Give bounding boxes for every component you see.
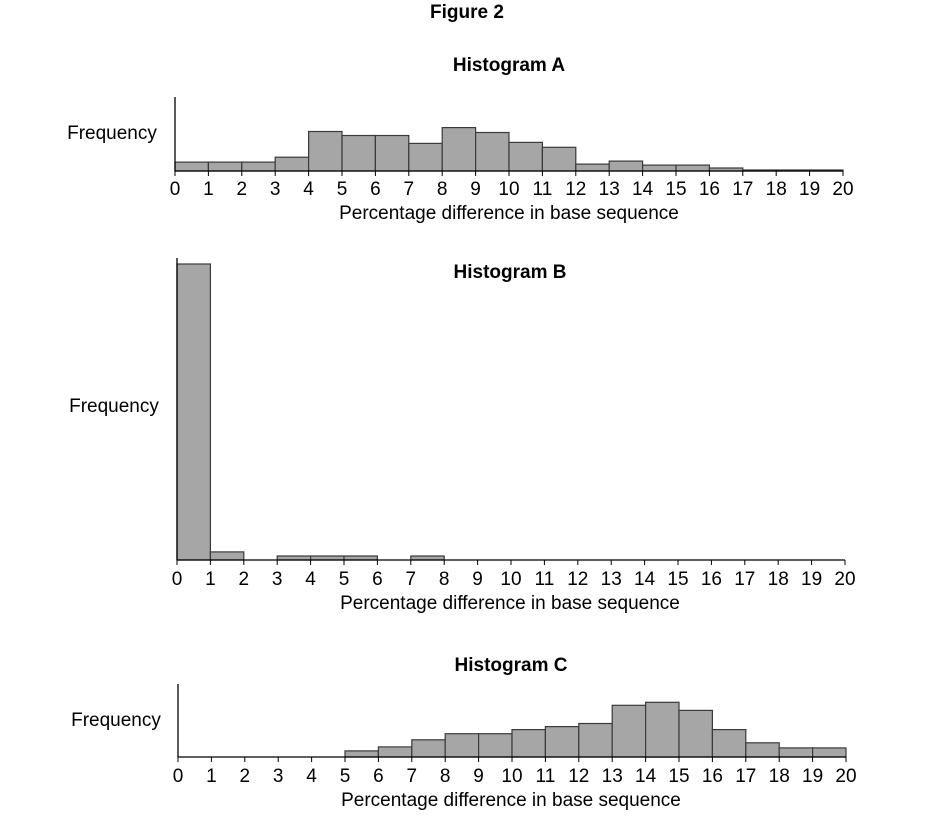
histogram-bar xyxy=(644,701,680,758)
histogram-bar xyxy=(478,733,513,758)
x-tick-label: 18 xyxy=(769,766,790,787)
x-tick-label: 11 xyxy=(533,179,553,200)
x-tick-label: 14 xyxy=(634,569,656,590)
x-tick-label: 4 xyxy=(305,569,316,590)
histogram-bar xyxy=(411,739,446,758)
x-tick-label: 19 xyxy=(802,766,823,787)
x-tick-label: 0 xyxy=(172,569,183,590)
x-tick-label: 18 xyxy=(766,179,787,200)
x-tick-label: 6 xyxy=(373,766,384,787)
x-tick-label: 17 xyxy=(732,179,753,200)
x-tick-label: 16 xyxy=(701,569,722,590)
x-tick-label: 2 xyxy=(237,179,248,200)
x-tick-label: 10 xyxy=(501,766,522,787)
x-tick-label: 16 xyxy=(699,179,720,200)
x-tick-label: 5 xyxy=(337,179,348,200)
x-tick-label: 6 xyxy=(370,179,381,200)
x-tick-label: 9 xyxy=(472,569,483,590)
x-tick-label: 7 xyxy=(406,569,417,590)
x-tick-label: 12 xyxy=(568,766,589,787)
x-tick-label: 5 xyxy=(340,766,351,787)
histogram-bar xyxy=(544,725,580,758)
y-axis-label: Frequency xyxy=(71,710,161,731)
x-axis-label: Percentage difference in base sequence xyxy=(340,593,680,614)
chart-title: Histogram A xyxy=(453,55,566,76)
x-tick-label: 15 xyxy=(668,766,689,787)
histogram-bar xyxy=(444,733,480,758)
x-axis-label: Percentage difference in base sequence xyxy=(339,203,679,224)
chart-title: Histogram C xyxy=(455,655,568,676)
x-tick-label: 18 xyxy=(768,569,789,590)
x-tick-label: 1 xyxy=(205,569,216,590)
x-tick-label: 8 xyxy=(439,569,450,590)
x-axis-label: Percentage difference in base sequence xyxy=(341,790,681,811)
x-tick-label: 19 xyxy=(801,569,822,590)
x-tick-label: 13 xyxy=(599,179,620,200)
x-tick-label: 1 xyxy=(206,766,217,787)
x-tick-label: 3 xyxy=(270,179,281,200)
x-tick-label: 19 xyxy=(799,179,820,200)
histogram-bar xyxy=(778,747,814,758)
x-tick-label: 3 xyxy=(273,766,284,787)
x-tick-label: 12 xyxy=(565,179,586,200)
x-tick-label: 12 xyxy=(567,569,588,590)
x-tick-label: 5 xyxy=(339,569,350,590)
histogram-bar xyxy=(511,728,547,758)
histogram-bar xyxy=(578,722,613,758)
x-tick-label: 10 xyxy=(498,179,519,200)
x-tick-label: 17 xyxy=(734,569,755,590)
x-tick-label: 8 xyxy=(437,179,448,200)
x-tick-label: 20 xyxy=(835,766,856,787)
x-tick-label: 10 xyxy=(500,569,521,590)
histogram-bar xyxy=(374,134,410,172)
histogram-bar xyxy=(678,709,714,758)
histogram-bar xyxy=(811,747,847,758)
histogram-bar xyxy=(611,704,647,758)
histogram-bar xyxy=(745,742,780,758)
histogram-bar xyxy=(711,728,747,758)
x-tick-label: 17 xyxy=(735,766,756,787)
x-tick-label: 13 xyxy=(601,569,622,590)
x-tick-label: 0 xyxy=(170,179,181,200)
y-axis-label: Frequency xyxy=(67,123,157,144)
x-tick-label: 7 xyxy=(404,179,415,200)
x-tick-label: 16 xyxy=(702,766,723,787)
x-tick-label: 13 xyxy=(602,766,623,787)
x-tick-label: 1 xyxy=(203,179,214,200)
x-tick-label: 15 xyxy=(665,179,686,200)
x-tick-label: 14 xyxy=(635,766,657,787)
x-tick-label: 3 xyxy=(272,569,283,590)
x-tick-label: 20 xyxy=(834,569,855,590)
x-tick-label: 4 xyxy=(303,179,314,200)
figure-title: Figure 2 xyxy=(430,2,504,23)
histogram-bar xyxy=(344,750,380,758)
x-tick-label: 15 xyxy=(667,569,688,590)
x-tick-label: 4 xyxy=(306,766,317,787)
y-axis-label: Frequency xyxy=(69,396,159,417)
x-tick-label: 2 xyxy=(239,569,250,590)
x-tick-label: 6 xyxy=(372,569,383,590)
histogram-bar xyxy=(441,126,477,172)
chart-title: Histogram B xyxy=(454,262,567,283)
x-tick-label: 8 xyxy=(440,766,451,787)
x-tick-label: 0 xyxy=(173,766,184,787)
x-tick-label: 2 xyxy=(240,766,251,787)
x-tick-label: 14 xyxy=(632,179,654,200)
x-tick-label: 11 xyxy=(535,569,555,590)
histogram-bar xyxy=(377,746,413,758)
histogram-bar xyxy=(408,142,443,172)
x-tick-label: 9 xyxy=(470,179,481,200)
x-tick-label: 7 xyxy=(407,766,418,787)
x-tick-label: 20 xyxy=(832,179,853,200)
x-tick-label: 11 xyxy=(536,766,556,787)
x-tick-label: 9 xyxy=(473,766,484,787)
histogram-bar xyxy=(475,131,510,172)
